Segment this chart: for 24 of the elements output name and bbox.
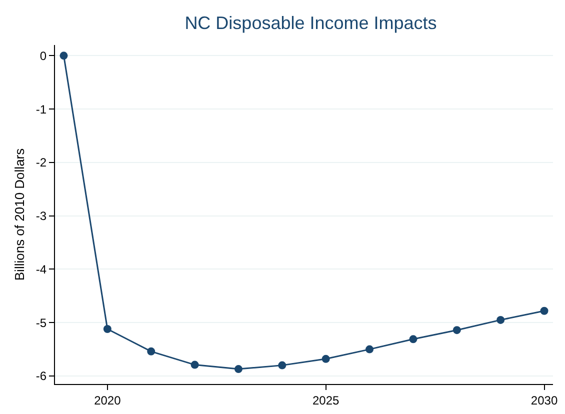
point bbox=[234, 365, 242, 374]
y-tick-label: -6 bbox=[36, 369, 47, 384]
point bbox=[103, 325, 112, 334]
chart-title: NC Disposable Income Impacts bbox=[184, 13, 437, 34]
y-tick-label: -4 bbox=[36, 262, 47, 276]
y-tick-label: -3 bbox=[36, 209, 47, 224]
point bbox=[452, 326, 461, 334]
y-tick-label: -1 bbox=[36, 102, 47, 116]
x-tick-label: 2025 bbox=[312, 393, 340, 408]
y-tick-label: -5 bbox=[36, 316, 47, 330]
point bbox=[496, 316, 505, 324]
point bbox=[278, 361, 286, 370]
point bbox=[540, 306, 548, 315]
point bbox=[409, 335, 418, 344]
x-tick-label: 2030 bbox=[530, 393, 558, 408]
x-tick-label: 2020 bbox=[94, 393, 122, 408]
point bbox=[366, 345, 374, 354]
point bbox=[147, 347, 156, 356]
y-tick-label: 0 bbox=[40, 48, 47, 63]
y-axis-title: Billions of 2010 Dollars bbox=[12, 148, 27, 281]
y-tick-label: -2 bbox=[36, 156, 47, 170]
point bbox=[60, 52, 68, 60]
point bbox=[322, 354, 330, 363]
point bbox=[190, 360, 199, 369]
